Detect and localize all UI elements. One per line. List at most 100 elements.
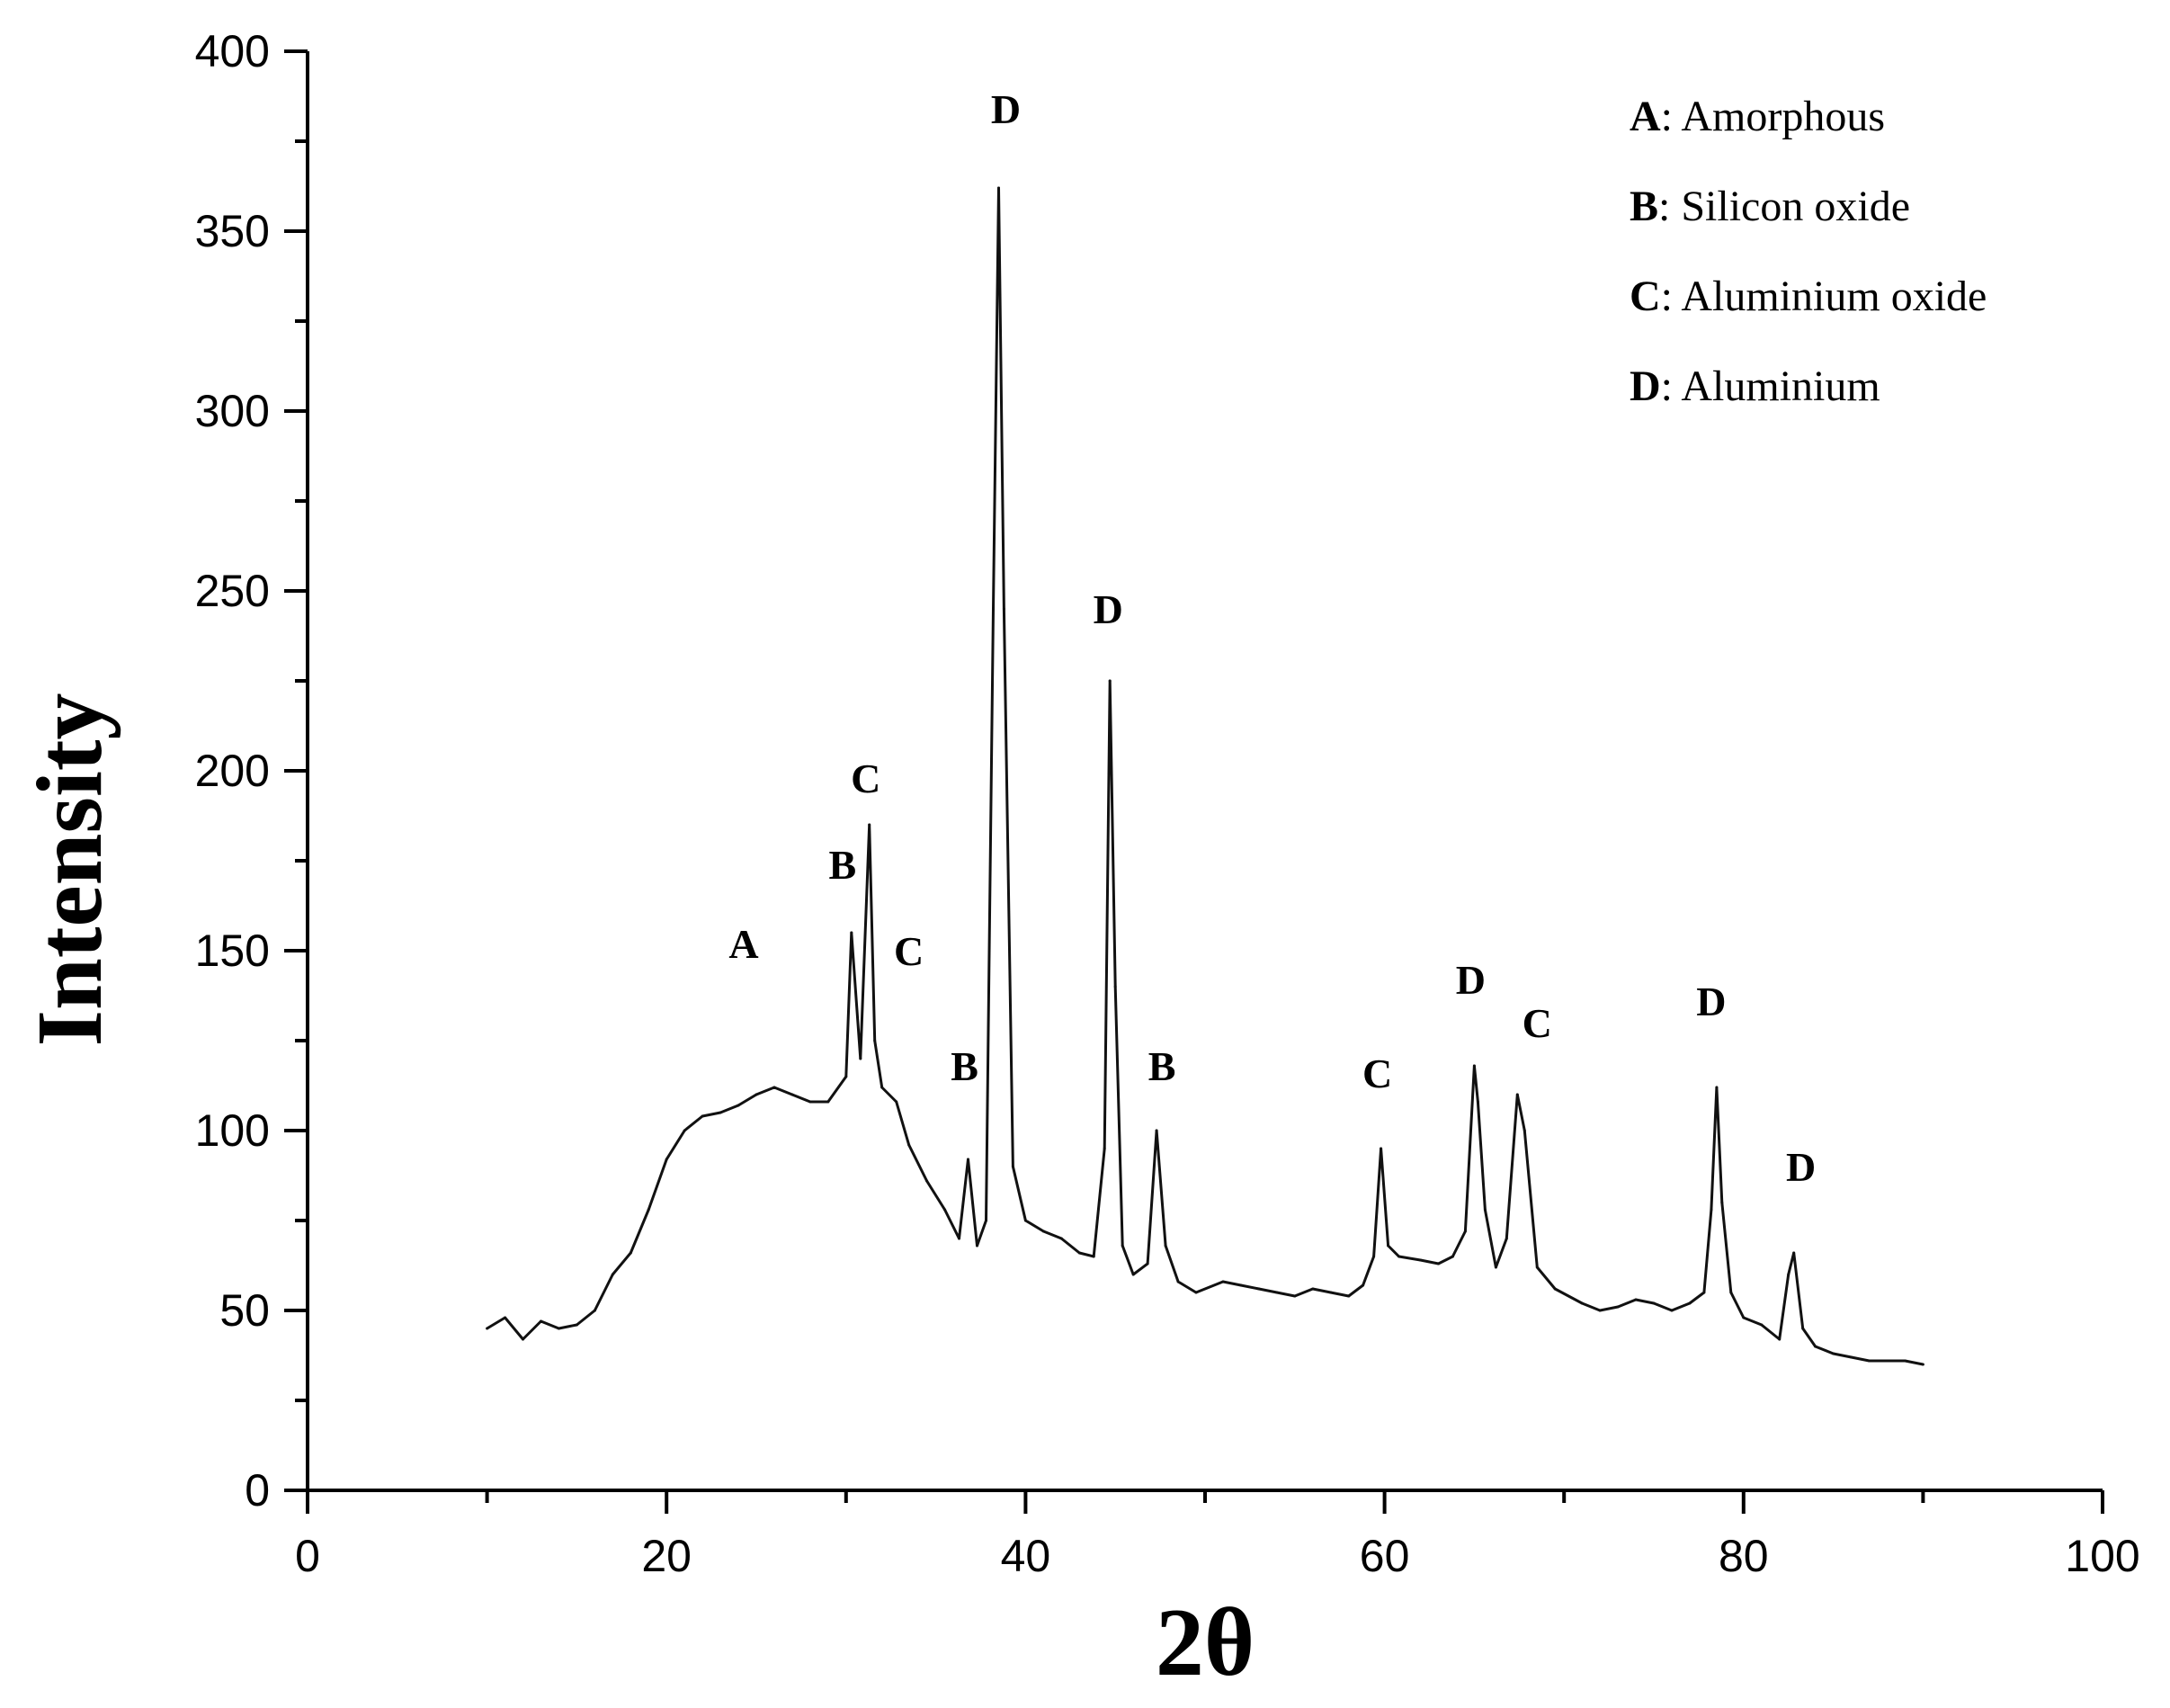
x-tick-label: 60 [1360, 1531, 1410, 1581]
data-point [1616, 1305, 1620, 1309]
data-point [1092, 1255, 1095, 1258]
data-point [1886, 1359, 1889, 1363]
data-point [1059, 1237, 1063, 1240]
peak-label: C [894, 928, 924, 974]
data-point [719, 1111, 722, 1114]
data-point [647, 1208, 650, 1212]
data-point [1311, 1287, 1315, 1291]
data-point [967, 1158, 969, 1161]
data-point [1670, 1309, 1674, 1312]
data-point [1814, 1345, 1817, 1348]
data-point [1329, 1291, 1333, 1294]
data-point [997, 186, 1000, 190]
data-point [1113, 985, 1117, 988]
x-tick-label: 20 [641, 1531, 692, 1581]
peak-label: D [991, 86, 1021, 132]
y-tick-label: 350 [195, 206, 270, 256]
data-point [859, 1057, 862, 1060]
data-point [1257, 1287, 1261, 1291]
data-point [1221, 1280, 1225, 1283]
y-tick-label: 0 [245, 1465, 270, 1516]
data-point [1463, 1230, 1467, 1233]
data-point [1146, 1262, 1149, 1265]
data-point [992, 607, 995, 611]
data-point [1011, 1165, 1014, 1168]
data-point [907, 1143, 911, 1147]
data-point [1634, 1298, 1638, 1301]
data-point [1387, 1244, 1390, 1247]
data-point [1472, 1064, 1476, 1068]
x-tick-label: 100 [2065, 1531, 2139, 1581]
data-point [1121, 1244, 1124, 1247]
data-point [1580, 1301, 1584, 1305]
y-tick-label: 250 [195, 566, 270, 616]
x-axis-title: 2θ [1156, 1589, 1255, 1696]
legend-key: C [1630, 273, 1661, 320]
tick-marks [284, 49, 2104, 1514]
x-tick-label: 80 [1719, 1531, 1769, 1581]
data-point [1437, 1262, 1440, 1265]
data-point [1380, 1147, 1383, 1150]
data-point [1715, 1086, 1719, 1089]
legend-label: : Silicon oxide [1658, 183, 1910, 230]
peak-label: B [951, 1043, 978, 1089]
data-point [629, 1251, 632, 1255]
data-point [1494, 1265, 1497, 1269]
data-point [540, 1319, 542, 1323]
data-point [1720, 1201, 1724, 1204]
data-point [1598, 1309, 1602, 1312]
tick-labels: 0 20 40 60 80 100 0 50 100 150 200 250 300 350 400 [195, 26, 2140, 1581]
peak-label: D [1786, 1144, 1816, 1190]
y-tick-label: 200 [195, 746, 270, 796]
data-point [844, 1075, 848, 1078]
data-point [1398, 1255, 1401, 1258]
data-point [665, 1158, 668, 1161]
legend-key: D [1630, 362, 1661, 410]
data-point [701, 1114, 704, 1118]
data-point [755, 1093, 758, 1096]
peak-label: B [828, 842, 856, 888]
legend-key: A [1630, 93, 1661, 140]
data-point [826, 1100, 830, 1104]
data-point [1372, 1255, 1376, 1258]
data-point [790, 1093, 794, 1096]
y-tick-label: 100 [195, 1105, 270, 1156]
legend-key: B [1630, 183, 1658, 230]
peak-label: C [1362, 1051, 1392, 1096]
data-point [1103, 1147, 1106, 1150]
data-point [1760, 1323, 1764, 1327]
data-point [1451, 1255, 1454, 1258]
data-point [1419, 1258, 1422, 1262]
data-point [1293, 1294, 1297, 1298]
data-point [1903, 1359, 1907, 1363]
data-point [1505, 1237, 1508, 1240]
data-point [1041, 1230, 1045, 1233]
data-point [1131, 1273, 1135, 1276]
xrd-pattern-line [486, 186, 1924, 1366]
peak-label: A [728, 921, 758, 967]
peak-label: D [1094, 586, 1123, 632]
legend-entry: A: Amorphous [1630, 93, 1885, 140]
data-point [1921, 1363, 1924, 1366]
data-point [925, 1179, 929, 1183]
data-point [772, 1086, 776, 1089]
data-point [1194, 1291, 1198, 1294]
legend-entry: D: Aluminium [1630, 362, 1880, 410]
y-tick-label: 300 [195, 386, 270, 436]
data-point [1832, 1352, 1835, 1355]
data-point [1476, 1100, 1479, 1104]
legend-label: : Aluminium [1661, 362, 1880, 410]
data-point [1710, 1208, 1713, 1212]
y-tick-label: 150 [195, 926, 270, 976]
data-point [1742, 1316, 1746, 1319]
data-point [737, 1104, 740, 1107]
data-point [1688, 1301, 1692, 1305]
data-point [868, 823, 871, 827]
data-point [486, 1327, 489, 1330]
data-point [1362, 1283, 1365, 1287]
data-point [611, 1273, 614, 1276]
peak-label: B [1148, 1043, 1176, 1089]
data-point [1239, 1283, 1243, 1287]
